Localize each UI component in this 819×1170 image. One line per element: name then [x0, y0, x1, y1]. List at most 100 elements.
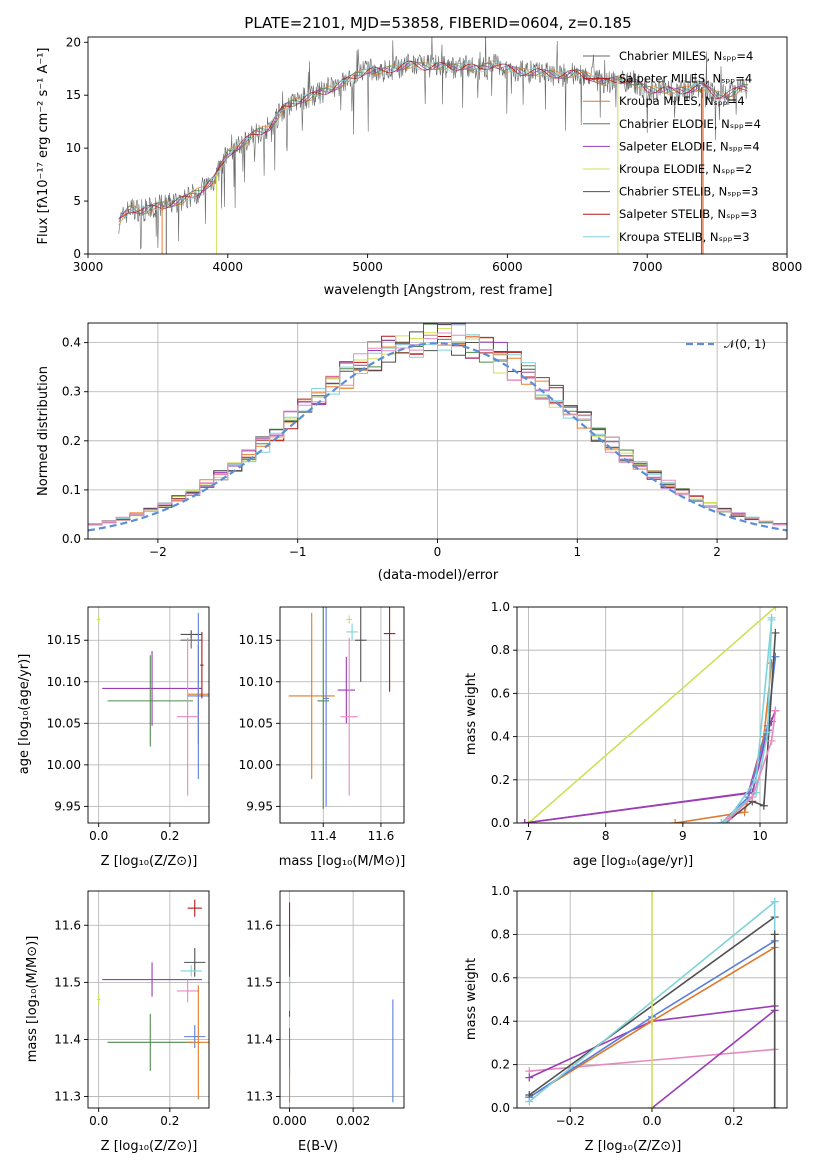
massweight-vs-age-ytick-label: 0.8	[491, 643, 510, 657]
mass-vs-EBV-xtick-label: 0.002	[336, 1114, 370, 1128]
spectrum-legend-label: Kroupa ELODIE, Nₛₚₚ=2	[619, 162, 752, 176]
massweight-vs-age-xtick-label: 8	[602, 829, 610, 843]
spectrum-title: PLATE=2101, MJD=53858, FIBERID=0604, z=0…	[244, 14, 631, 32]
residuals-ytick-label: 0.2	[62, 434, 81, 448]
massweight-vs-age-series	[520, 607, 780, 823]
massweight-vs-age-marker	[717, 819, 726, 823]
residuals-xtick-label: 0	[434, 545, 442, 559]
spectrum-xtick-label: 4000	[213, 260, 244, 274]
massweight-vs-Z-xtick-label: 0.0	[642, 1114, 661, 1128]
massweight-age-xlabel: age [log₁₀(age/yr)]	[573, 854, 694, 869]
massweight-vs-age-xtick-label: 7	[525, 829, 533, 843]
residuals-histograms	[88, 323, 787, 532]
massweight-vs-age-marker	[767, 615, 776, 624]
residuals-histogram-step	[88, 332, 787, 526]
residuals-ytick-label: 0.4	[62, 336, 81, 350]
residuals-normal-curve	[88, 342, 787, 532]
massweight-vs-age-marker	[520, 819, 529, 823]
massweight-vs-Z-ytick-label: 0.0	[491, 1101, 510, 1115]
spectrum-xlabel: wavelength [Angstrom, rest frame]	[324, 283, 553, 298]
massweight-vs-age-marker	[671, 819, 680, 823]
residuals-ylabel: Normed distribution	[36, 366, 51, 496]
massweight-vs-age-marker	[721, 819, 730, 823]
spectrum-ytick-label: 5	[73, 194, 81, 208]
mass-vs-Z-ytick-label: 11.5	[54, 975, 81, 989]
mass-vs-Z-xtick-label: 0.0	[89, 1114, 108, 1128]
mass-vs-Z-xlabel: Z [log₁₀(Z/Z⊙)]	[101, 1139, 198, 1154]
massweight-vs-Z-xtick-label: 0.2	[724, 1114, 743, 1128]
residuals-xtick-label: −1	[289, 545, 307, 559]
residuals-xlabel: (data-model)/error	[378, 568, 499, 583]
massweight-vs-Z-marker	[648, 1104, 656, 1108]
age-vs-Z-background	[88, 607, 209, 823]
massweight-vs-age-ytick-label: 1.0	[491, 600, 510, 614]
massweight-vs-age-frame	[516, 606, 788, 824]
massweight-vs-age-marker	[771, 652, 780, 661]
massweight-vs-age-line	[724, 632, 777, 823]
massweight-vs-age-ytick-label: 0.2	[491, 773, 510, 787]
massweight-vs-Z-marker	[525, 1097, 534, 1106]
massweight-vs-age-marker	[759, 801, 768, 810]
spectrum-xtick-label: 8000	[772, 260, 803, 274]
spectrum-legend-label: Chabrier ELODIE, Nₛₚₚ=4	[619, 117, 761, 131]
age-vs-Z-frame	[87, 606, 210, 824]
massweight-vs-age-marker	[771, 628, 780, 637]
massweight-vs-Z-marker	[770, 897, 779, 906]
spectrum-model-line	[118, 60, 749, 220]
spectrum-ytick-label: 0	[73, 247, 81, 261]
massweight-vs-Z-series	[525, 891, 779, 1108]
age-vs-Z-xlabel: Z [log₁₀(Z/Z⊙)]	[101, 854, 198, 869]
mass-vs-EBV-ytick-label: 11.6	[246, 918, 273, 932]
spectrum-ytick-label: 10	[66, 141, 81, 155]
massweight-age-ylabel: mass weight	[464, 673, 479, 755]
spectrum-model-line	[118, 60, 749, 220]
massweight-vs-age-marker	[771, 706, 780, 715]
age-vs-mass-background	[280, 607, 404, 823]
residuals-ytick-label: 0.1	[62, 483, 81, 497]
residuals-xtick-label: 2	[713, 545, 721, 559]
mass-vs-Z-ylabel: mass [log₁₀(M/M⊙)]	[25, 936, 40, 1063]
age-vs-Z-ylabel: age [log₁₀(age/yr)]	[17, 654, 32, 775]
spectrum-ylabel: Flux [fλ10⁻¹⁷ erg cm⁻² s⁻¹ A⁻¹]	[36, 48, 51, 245]
mass-vs-EBV-ytick-label: 11.3	[246, 1090, 273, 1104]
massweight-vs-age-line	[528, 607, 776, 823]
age-vs-mass-ytick-label: 10.10	[239, 675, 273, 689]
spectrum-legend-label: Kroupa MILES, Nₛₚₚ=4	[619, 94, 745, 108]
age-vs-mass-xlabel: mass [log₁₀(M/M⊙)]	[279, 854, 406, 869]
age-vs-Z-ytick-label: 10.10	[47, 675, 81, 689]
residuals-xtick-label: 1	[573, 545, 581, 559]
massweight-vs-Z-ytick-label: 0.8	[491, 927, 510, 941]
figure-text-layer: PLATE=2101, MJD=53858, FIBERID=0604, z=0…	[17, 14, 802, 1154]
spectrum-xtick-label: 5000	[352, 260, 383, 274]
spectrum-ytick-label: 15	[66, 88, 81, 102]
mass-vs-Z-frame	[87, 890, 210, 1109]
massweight-vs-age-line	[720, 617, 773, 823]
mass-vs-Z-points	[96, 899, 209, 1100]
age-vs-Z-points	[96, 612, 209, 796]
massweight-Z-ylabel: mass weight	[464, 958, 479, 1040]
residuals-histogram-step	[88, 324, 787, 525]
spectrum-frame	[87, 36, 788, 255]
massweight-vs-Z-marker	[770, 1104, 779, 1108]
mass-vs-EBV-background	[280, 891, 404, 1108]
spectrum-legend-label: Chabrier MILES, Nₛₚₚ=4	[619, 49, 753, 63]
spectrum-xtick-label: 6000	[492, 260, 523, 274]
massweight-vs-Z-ytick-label: 0.6	[491, 971, 510, 985]
age-vs-mass-ytick-label: 10.15	[239, 633, 273, 647]
mass-vs-EBV-frame	[279, 890, 405, 1109]
spectrum-xtick-label: 3000	[73, 260, 104, 274]
residuals-xtick-label: −2	[149, 545, 167, 559]
age-vs-mass-ytick-label: 9.95	[246, 799, 273, 813]
mass-vs-Z-ytick-label: 11.3	[54, 1090, 81, 1104]
age-vs-Z-ytick-label: 10.00	[47, 758, 81, 772]
massweight-vs-Z-frame	[516, 890, 788, 1109]
age-vs-mass-xtick-label: 11.6	[368, 829, 395, 843]
mass-vs-Z-ytick-label: 11.4	[54, 1032, 81, 1046]
age-vs-Z-xtick-label: 0.0	[89, 829, 108, 843]
spectrum-legend-label: Salpeter MILES, Nₛₚₚ=4	[619, 72, 752, 86]
residuals-frame	[87, 322, 788, 540]
spectrum-background	[88, 37, 787, 254]
massweight-vs-Z-marker	[648, 891, 656, 895]
residuals-ytick-label: 0.0	[62, 532, 81, 546]
